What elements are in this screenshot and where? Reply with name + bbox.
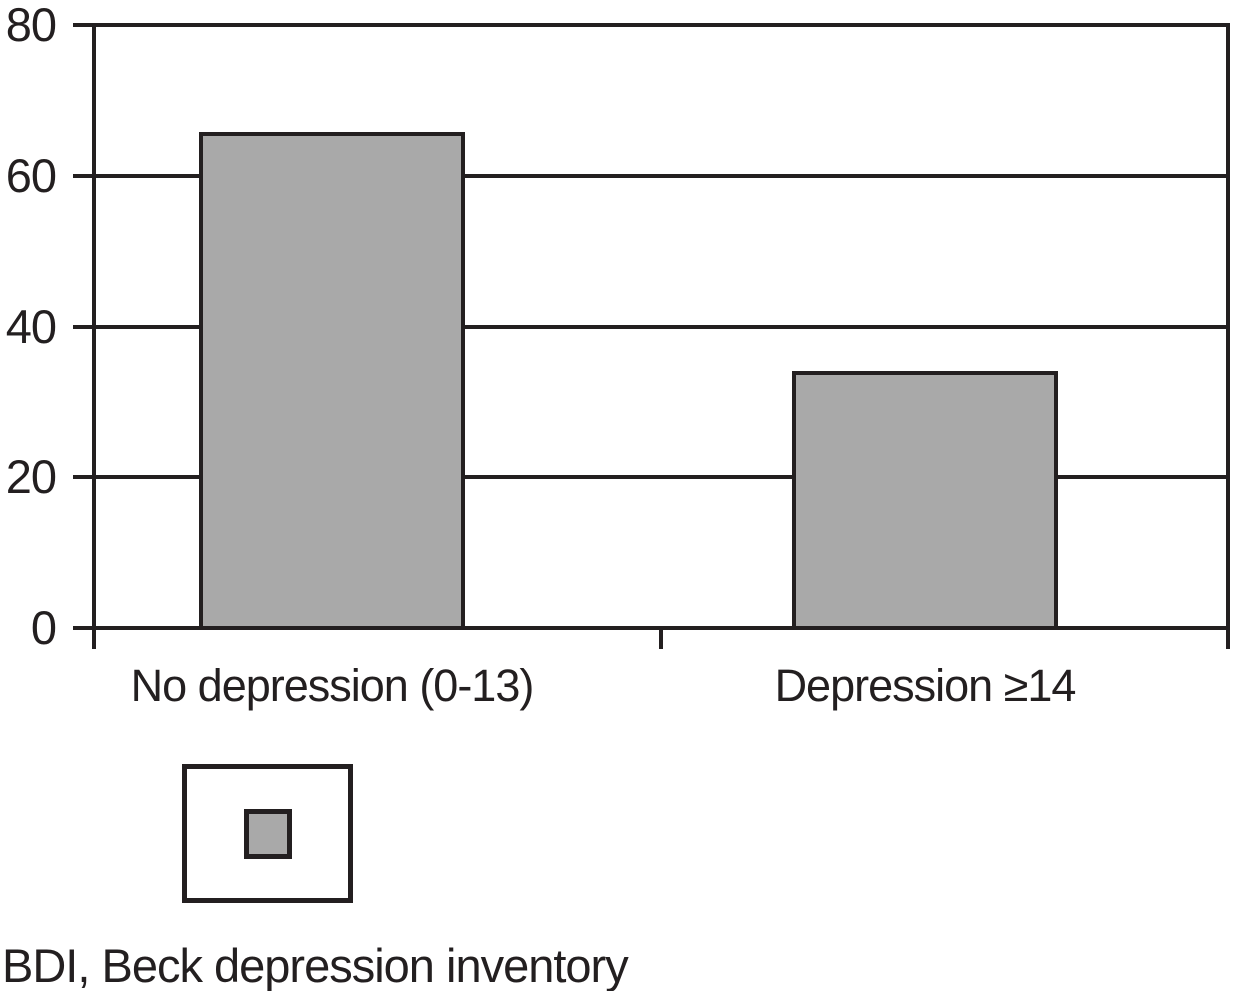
- y-axis-tick-label: 40: [5, 299, 57, 353]
- gridline: [96, 173, 1226, 178]
- y-axis-tick-label: 20: [5, 450, 57, 504]
- gridline: [96, 324, 1226, 329]
- footnote: BDI, Beck depression inventory: [2, 939, 629, 991]
- gridline: [96, 475, 1226, 480]
- y-axis-tick: [73, 173, 93, 178]
- legend-swatch: [243, 808, 292, 859]
- x-axis-tick: [1226, 630, 1230, 649]
- y-axis-tick: [73, 626, 93, 630]
- y-axis-tick-label: 60: [5, 148, 57, 202]
- y-axis-tick-label: 80: [5, 0, 57, 51]
- legend-box: [182, 764, 353, 903]
- bar-depression: [792, 371, 1058, 626]
- x-axis-label-no-depression: No depression (0-13): [130, 660, 535, 711]
- x-axis-label-depression: Depression ≥14: [774, 660, 1077, 711]
- plot-area: [92, 23, 1230, 630]
- y-axis-tick: [73, 324, 93, 329]
- y-axis-tick: [73, 475, 93, 480]
- x-axis-tick: [659, 630, 663, 649]
- bar-no-depression: [199, 132, 465, 626]
- y-axis-tick-label: 0: [30, 601, 57, 654]
- x-axis-tick: [92, 630, 96, 649]
- y-axis-tick: [73, 23, 93, 27]
